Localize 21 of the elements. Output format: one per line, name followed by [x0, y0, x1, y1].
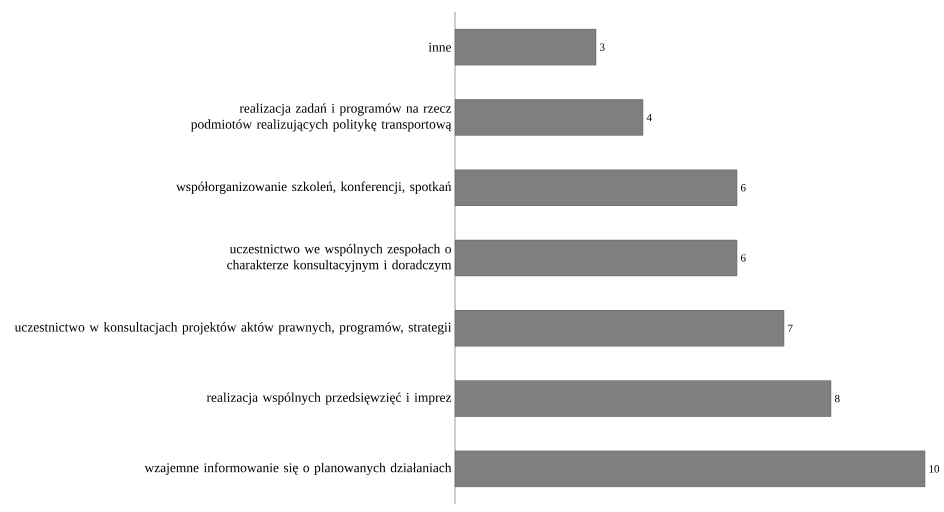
- bar: [454, 450, 926, 488]
- bar: [454, 240, 738, 276]
- bar: [454, 310, 784, 346]
- y-tick-label: wzajemne informowanie się o planowanych działaniach: [144, 462, 452, 476]
- data-label: 4: [646, 114, 652, 122]
- data-label: 6: [740, 184, 746, 192]
- data-label: 3: [600, 43, 605, 51]
- y-tick-label: realizacja wspólnych przedsięwzięć i imprez: [206, 392, 452, 405]
- data-label: 7: [788, 324, 793, 332]
- data-label: 10: [929, 465, 940, 473]
- y-tick-label: uczestnictwo we wspólnych zespołach o charakterze konsultacyjnym i doradczym: [227, 244, 452, 272]
- bar: [454, 99, 644, 136]
- bar: [454, 380, 832, 417]
- y-tick-label: realizacja zadań i programów na rzecz podmiotów realizujących politykę transportową: [191, 103, 452, 132]
- data-label: 8: [834, 394, 840, 402]
- bar: [454, 28, 596, 66]
- data-label: 6: [740, 254, 746, 262]
- y-tick-label: współorganizowanie szkoleń, konferencji, spotkań: [176, 182, 452, 194]
- bar: [454, 170, 738, 206]
- y-tick-label: inne: [428, 42, 452, 52]
- y-tick-label: uczestnictwo w konsultacjach projektów aktów prawnych, programów, strategii: [14, 322, 452, 334]
